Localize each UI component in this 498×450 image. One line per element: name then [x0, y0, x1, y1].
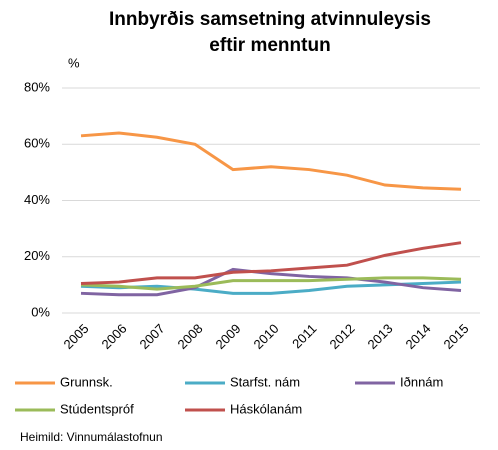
x-tick-label: 2011	[289, 321, 319, 351]
chart-title: Innbyrðis samsetning atvinnuleysis	[109, 9, 431, 30]
x-tick-label: 2012	[326, 321, 357, 352]
y-tick-label: 80%	[24, 79, 50, 94]
x-tick-label: 2015	[440, 321, 471, 352]
legend-label: Háskólanám	[230, 401, 302, 416]
x-tick-label: 2010	[250, 321, 281, 352]
x-tick-label: 2013	[364, 321, 395, 352]
chart-subtitle: eftir menntun	[209, 35, 330, 56]
y-tick-label: 40%	[24, 192, 50, 207]
y-axis-label: %	[68, 55, 80, 70]
x-tick-label: 2014	[402, 321, 433, 352]
x-tick-label: 2008	[174, 321, 205, 352]
y-tick-label: 20%	[24, 248, 50, 263]
series-line	[80, 241, 462, 285]
series-line	[80, 131, 462, 191]
legend-label: Stúdentspróf	[60, 401, 134, 416]
series-line	[80, 276, 462, 291]
legend-label: Starfst. nám	[230, 374, 300, 389]
series-line	[80, 267, 462, 297]
legend-label: Iðnnám	[400, 374, 443, 389]
y-tick-label: 60%	[24, 136, 50, 151]
x-tick-label: 2006	[98, 321, 129, 352]
source: Heimild: Vinnumálastofnun	[20, 430, 163, 444]
x-tick-label: 2007	[136, 321, 167, 352]
x-tick-label: 2009	[212, 321, 243, 352]
y-tick-label: 0%	[31, 304, 50, 319]
legend-label: Grunnsk.	[60, 374, 113, 389]
x-tick-label: 2005	[60, 321, 91, 352]
